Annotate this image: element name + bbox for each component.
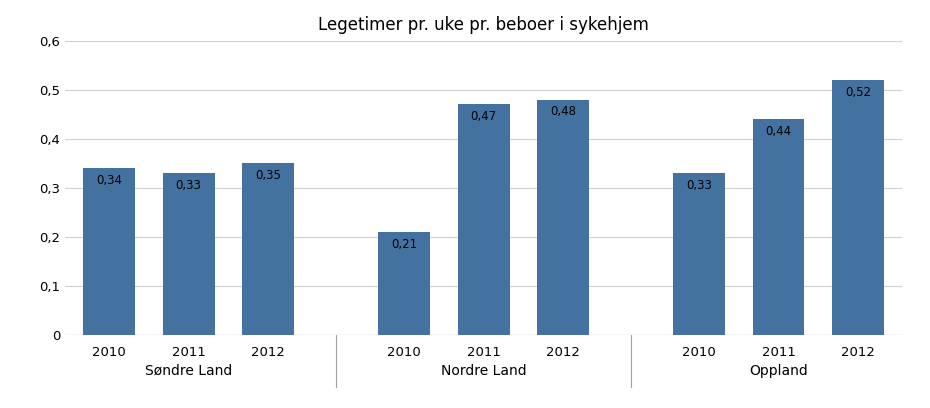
Text: 2012: 2012 bbox=[842, 346, 875, 359]
Text: 2011: 2011 bbox=[467, 346, 500, 359]
Bar bbox=[458, 104, 510, 335]
Text: 0,47: 0,47 bbox=[471, 110, 497, 123]
Bar bbox=[673, 173, 724, 335]
Text: 0,34: 0,34 bbox=[96, 174, 122, 187]
Bar bbox=[752, 119, 804, 335]
Bar bbox=[83, 168, 135, 335]
Text: Oppland: Oppland bbox=[750, 364, 808, 378]
Text: 2010: 2010 bbox=[387, 346, 420, 359]
Text: 2011: 2011 bbox=[172, 346, 206, 359]
Text: 2010: 2010 bbox=[682, 346, 716, 359]
Text: 0,21: 0,21 bbox=[391, 237, 417, 251]
Bar bbox=[378, 232, 430, 335]
Title: Legetimer pr. uke pr. beboer i sykehjem: Legetimer pr. uke pr. beboer i sykehjem bbox=[318, 16, 649, 34]
Text: 0,52: 0,52 bbox=[845, 86, 871, 99]
Text: 0,48: 0,48 bbox=[551, 105, 577, 118]
Text: 0,33: 0,33 bbox=[686, 179, 711, 192]
Text: 2011: 2011 bbox=[762, 346, 795, 359]
Bar bbox=[832, 80, 884, 335]
Bar bbox=[538, 100, 590, 335]
Text: Nordre Land: Nordre Land bbox=[441, 364, 526, 378]
Text: 2012: 2012 bbox=[251, 346, 286, 359]
Text: 0,33: 0,33 bbox=[176, 179, 202, 192]
Text: Søndre Land: Søndre Land bbox=[145, 364, 232, 378]
Text: 2012: 2012 bbox=[547, 346, 580, 359]
Text: 2010: 2010 bbox=[92, 346, 126, 359]
Text: 0,35: 0,35 bbox=[256, 169, 281, 182]
Bar bbox=[163, 173, 215, 335]
Text: 0,44: 0,44 bbox=[765, 125, 791, 138]
Bar bbox=[243, 163, 294, 335]
